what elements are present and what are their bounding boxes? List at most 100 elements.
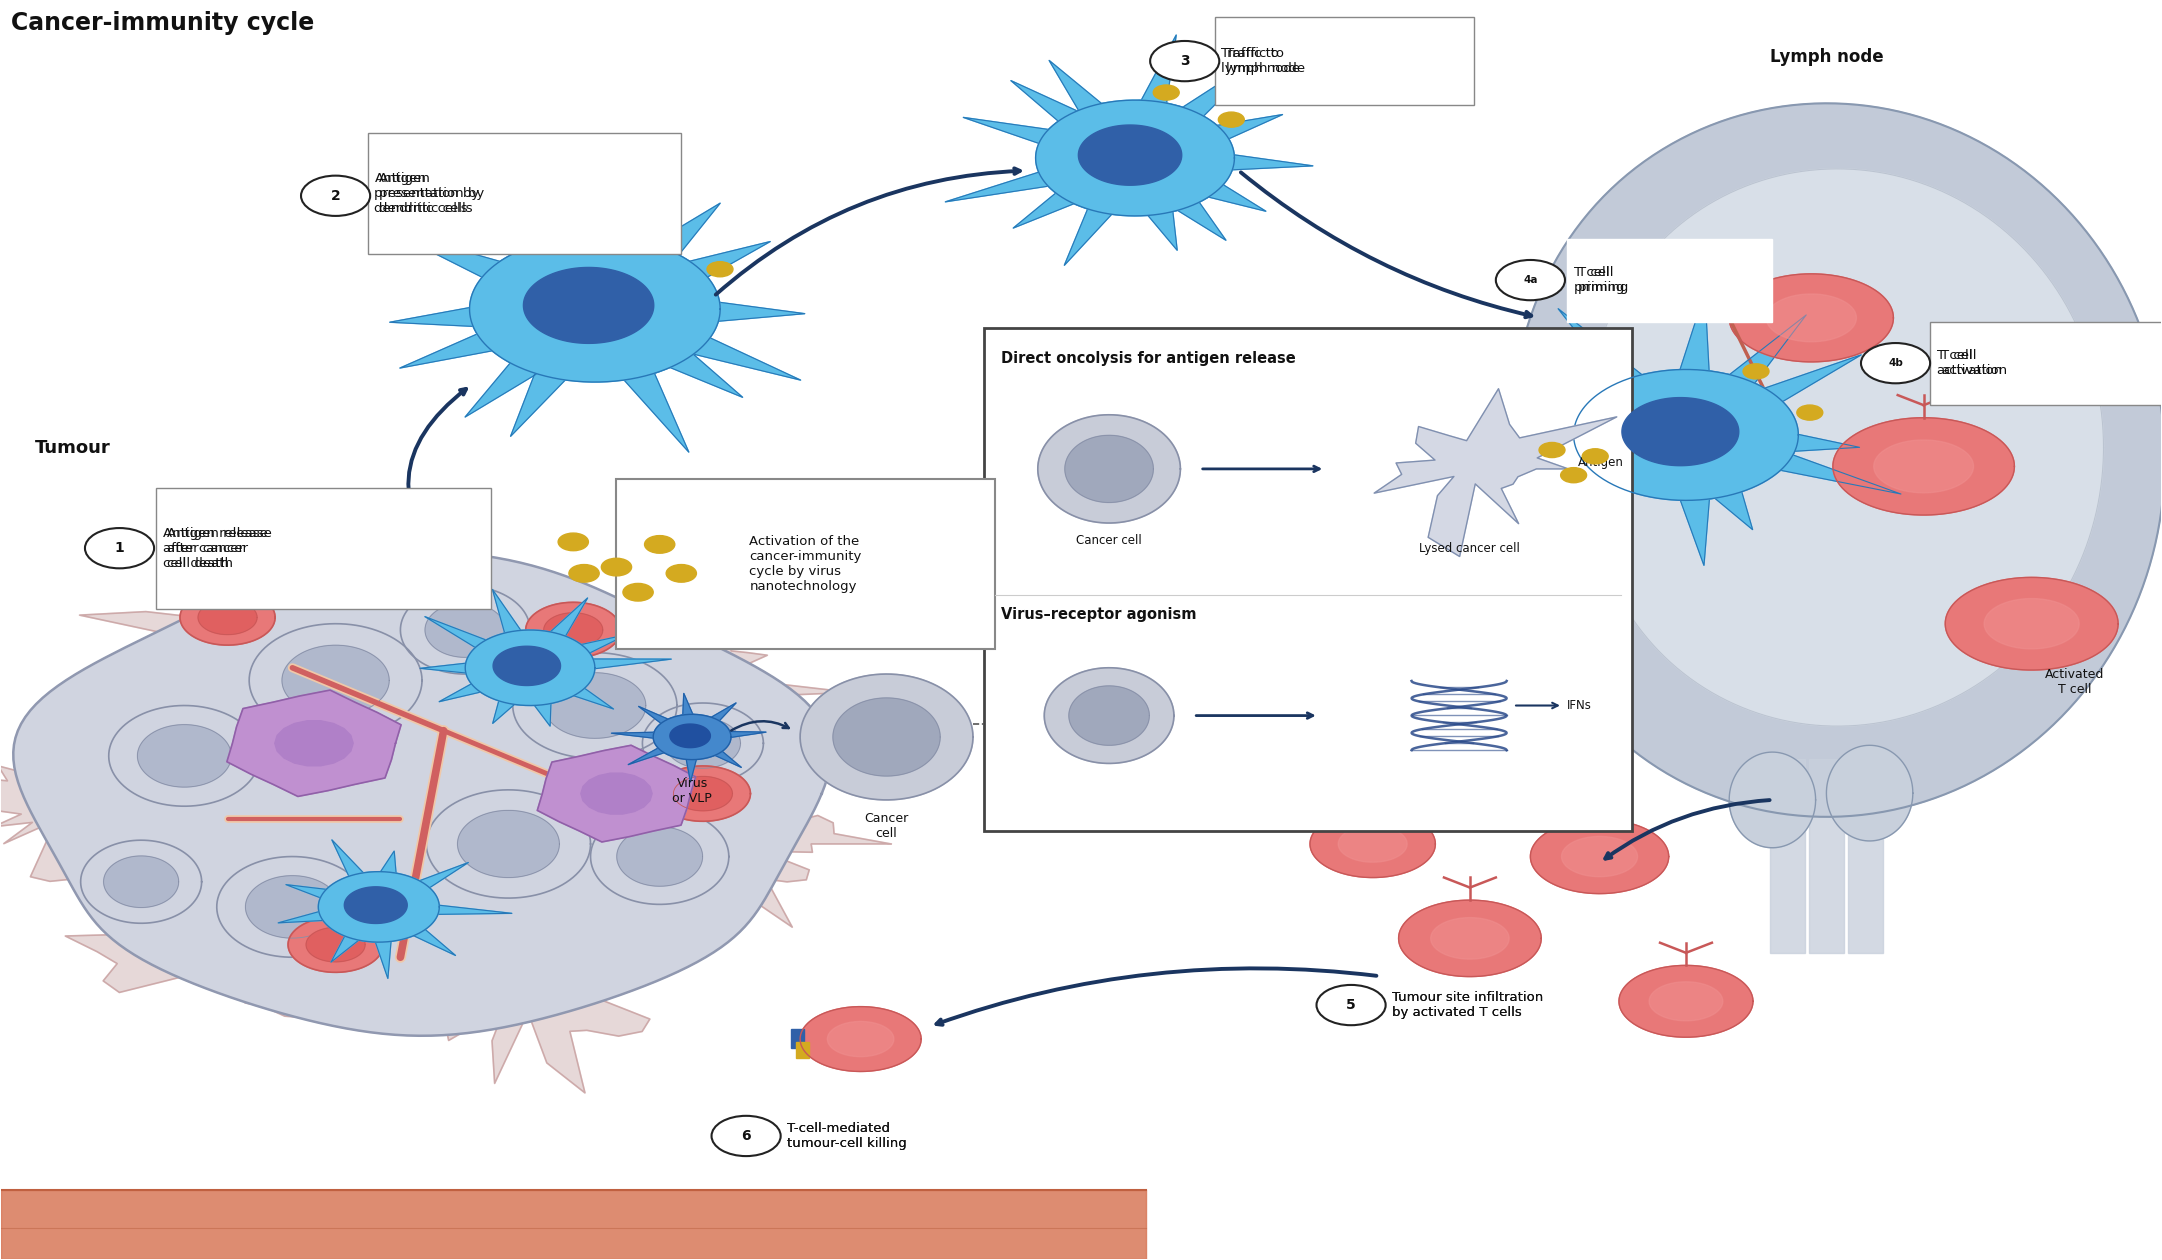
Polygon shape xyxy=(344,887,406,924)
Circle shape xyxy=(1583,449,1609,464)
Polygon shape xyxy=(1827,746,1913,840)
Polygon shape xyxy=(458,810,560,877)
Polygon shape xyxy=(426,790,590,898)
Circle shape xyxy=(707,262,733,277)
Circle shape xyxy=(1150,42,1219,81)
Polygon shape xyxy=(69,538,461,747)
Text: Virus–receptor agonism: Virus–receptor agonism xyxy=(1001,607,1196,622)
Polygon shape xyxy=(796,1042,809,1058)
Polygon shape xyxy=(642,703,763,784)
Circle shape xyxy=(711,1116,780,1157)
Circle shape xyxy=(646,228,672,243)
Text: Lysed cancer cell: Lysed cancer cell xyxy=(1420,542,1520,554)
Polygon shape xyxy=(227,690,402,796)
FancyBboxPatch shape xyxy=(984,328,1632,832)
Circle shape xyxy=(301,175,370,215)
Polygon shape xyxy=(1044,668,1174,764)
Text: T cell
activation: T cell activation xyxy=(1937,349,2002,377)
Polygon shape xyxy=(1730,273,1894,362)
Polygon shape xyxy=(288,917,383,973)
Polygon shape xyxy=(590,809,729,905)
Polygon shape xyxy=(1874,440,1974,493)
Polygon shape xyxy=(791,1029,804,1048)
Polygon shape xyxy=(318,872,439,942)
FancyBboxPatch shape xyxy=(1931,321,2162,404)
Polygon shape xyxy=(279,840,512,979)
Polygon shape xyxy=(1399,900,1542,976)
Polygon shape xyxy=(0,1191,1146,1259)
Circle shape xyxy=(1496,260,1565,300)
Polygon shape xyxy=(1849,759,1883,953)
Polygon shape xyxy=(1509,103,2162,816)
Text: 6: 6 xyxy=(742,1129,750,1143)
Polygon shape xyxy=(1431,917,1509,959)
Text: Activation of the
cancer-immunity
cycle by virus
nanotechnology: Activation of the cancer-immunity cycle … xyxy=(750,536,863,593)
Polygon shape xyxy=(199,600,257,635)
Text: T cell
activation: T cell activation xyxy=(1941,349,2006,377)
Text: IFNs: IFNs xyxy=(1567,699,1591,712)
Text: Antigen
presentation by
dendritic cells: Antigen presentation by dendritic cells xyxy=(374,171,480,214)
Polygon shape xyxy=(655,766,750,822)
Polygon shape xyxy=(545,612,603,648)
Circle shape xyxy=(1743,364,1769,379)
Polygon shape xyxy=(588,757,891,927)
Polygon shape xyxy=(1985,598,2080,649)
Polygon shape xyxy=(832,698,940,776)
Polygon shape xyxy=(545,673,646,738)
Polygon shape xyxy=(13,552,830,1036)
Polygon shape xyxy=(1622,398,1738,466)
Text: T-cell-mediated
tumour-cell killing: T-cell-mediated tumour-cell killing xyxy=(787,1121,906,1150)
FancyBboxPatch shape xyxy=(1567,238,1773,321)
Polygon shape xyxy=(945,35,1312,266)
Circle shape xyxy=(666,564,696,582)
Circle shape xyxy=(644,536,675,553)
Polygon shape xyxy=(1585,169,2104,726)
Text: Cancer-immunity cycle: Cancer-immunity cycle xyxy=(11,11,316,35)
Text: Tumour site infiltration
by activated T cells: Tumour site infiltration by activated T … xyxy=(1392,992,1544,1019)
Polygon shape xyxy=(339,882,679,1092)
Text: T cell
priming: T cell priming xyxy=(1578,266,1630,294)
Polygon shape xyxy=(246,876,339,939)
Polygon shape xyxy=(493,646,560,685)
Polygon shape xyxy=(1730,752,1816,848)
FancyBboxPatch shape xyxy=(1215,18,1474,105)
Text: T-cell-mediated
tumour-cell killing: T-cell-mediated tumour-cell killing xyxy=(787,1121,906,1150)
Polygon shape xyxy=(108,706,259,806)
Polygon shape xyxy=(1375,389,1617,557)
Text: Cancer
cell: Cancer cell xyxy=(865,813,908,840)
Polygon shape xyxy=(612,693,765,782)
Text: 5: 5 xyxy=(1347,998,1356,1012)
Circle shape xyxy=(1219,112,1245,127)
Text: Tumour: Tumour xyxy=(35,438,110,456)
Polygon shape xyxy=(1946,577,2119,670)
Polygon shape xyxy=(307,927,365,961)
Circle shape xyxy=(1561,467,1587,483)
Text: Cancer cell: Cancer cell xyxy=(1077,534,1142,547)
Polygon shape xyxy=(666,718,739,769)
Text: 1: 1 xyxy=(115,542,125,556)
Polygon shape xyxy=(1531,819,1669,893)
Text: Traffic to
lymph node: Traffic to lymph node xyxy=(1226,47,1306,76)
Text: Antigen
presentation by
dendritic cells: Antigen presentation by dendritic cells xyxy=(378,171,484,214)
Polygon shape xyxy=(523,267,653,344)
Polygon shape xyxy=(525,602,620,658)
Polygon shape xyxy=(275,721,352,766)
Polygon shape xyxy=(179,590,275,645)
Text: Traffic to
lymph node: Traffic to lymph node xyxy=(1222,47,1302,76)
Polygon shape xyxy=(1310,810,1436,877)
Polygon shape xyxy=(104,856,179,907)
Polygon shape xyxy=(528,620,856,761)
Circle shape xyxy=(1152,84,1178,100)
Polygon shape xyxy=(1036,100,1235,215)
Text: T cell
priming: T cell priming xyxy=(1574,266,1626,294)
Polygon shape xyxy=(419,590,672,726)
Text: 3: 3 xyxy=(1180,54,1189,68)
Text: 4a: 4a xyxy=(1524,275,1537,285)
Polygon shape xyxy=(1338,825,1407,862)
Polygon shape xyxy=(1462,292,1900,566)
Polygon shape xyxy=(138,724,231,788)
Text: 4b: 4b xyxy=(1887,358,1903,368)
Polygon shape xyxy=(281,645,389,716)
Polygon shape xyxy=(616,827,703,886)
Circle shape xyxy=(1797,404,1823,420)
